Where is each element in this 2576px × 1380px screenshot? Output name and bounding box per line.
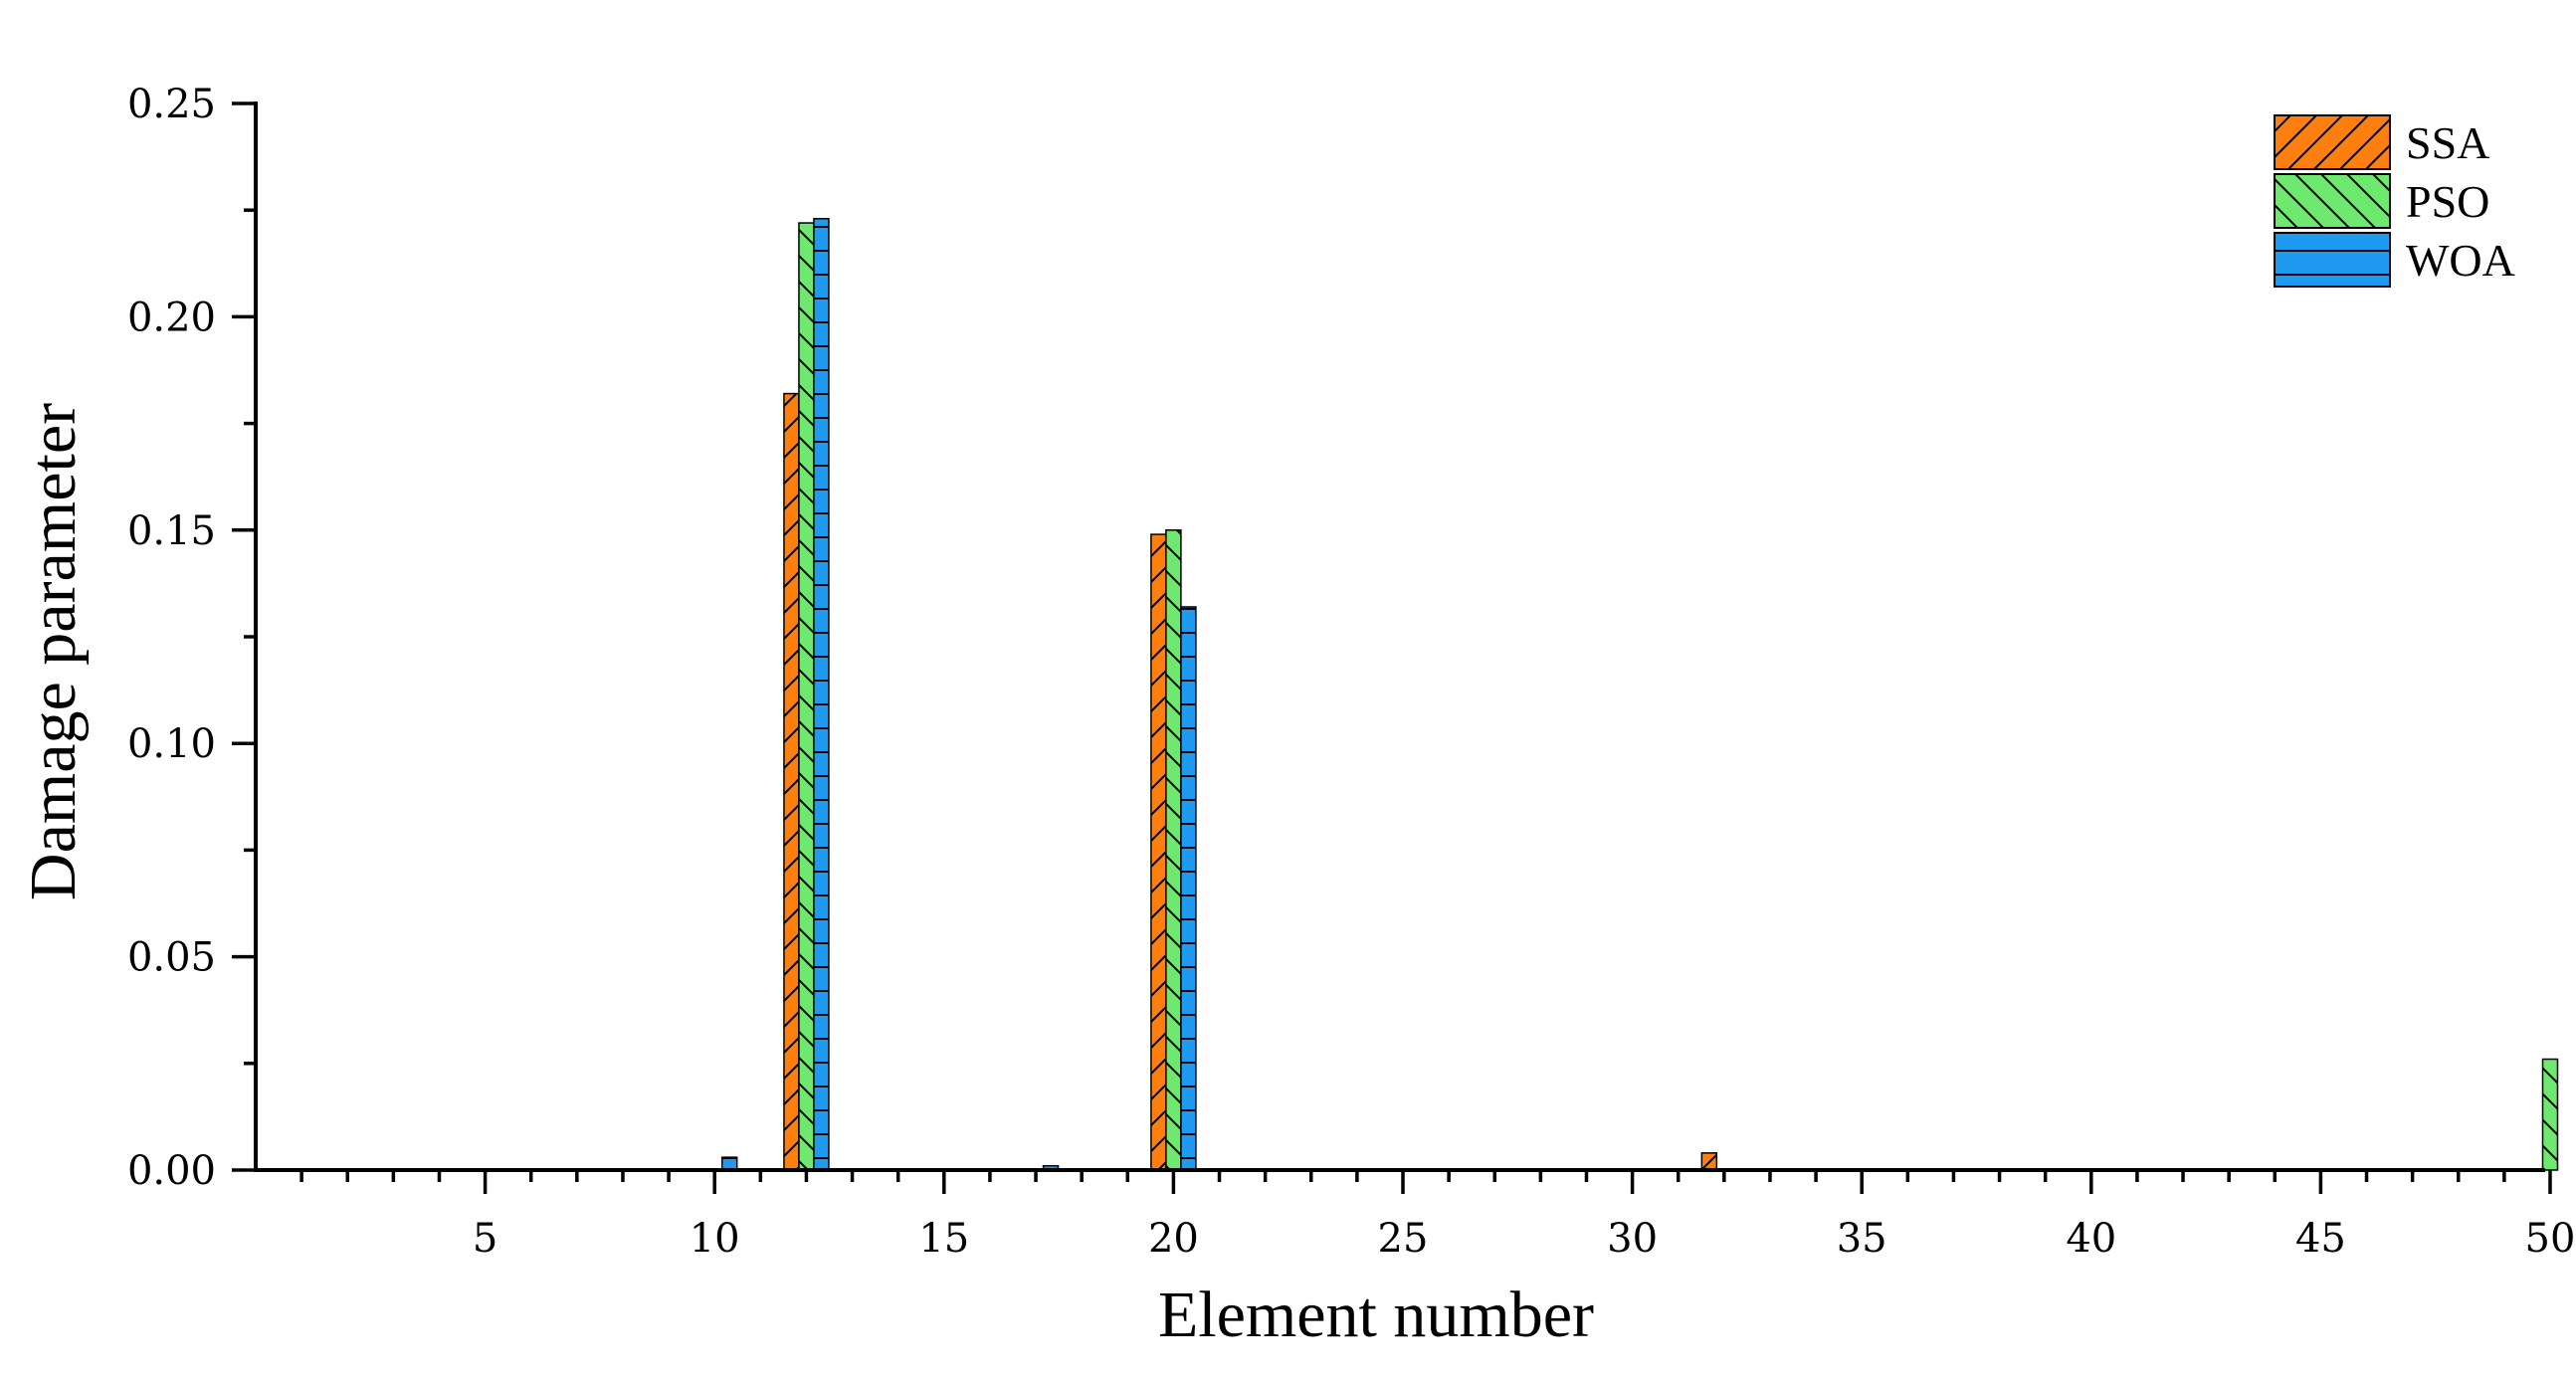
bar-hatch-woa-element-12 (813, 218, 829, 1170)
bar-hatch-woa-element-17 (1043, 1165, 1059, 1170)
x-tick-label: 45 (2295, 1216, 2346, 1262)
legend-label-ssa: SSA (2406, 117, 2489, 168)
legend-swatch-hatch-woa (2274, 232, 2391, 288)
legend-label-woa: WOA (2406, 235, 2515, 286)
legend: SSA PSO WOA (2274, 114, 2515, 288)
y-tick-label: 0.25 (127, 82, 216, 127)
x-tick-label: 35 (1837, 1216, 1887, 1262)
x-tick-label: 50 (2525, 1216, 2576, 1262)
bar-hatch-ssa-element-32 (1701, 1152, 1717, 1170)
bar-hatch-ssa-element-12 (783, 393, 799, 1171)
x-tick-label: 20 (1148, 1216, 1199, 1262)
x-tick-label: 40 (2066, 1216, 2116, 1262)
y-tick-label: 0.15 (127, 508, 216, 554)
x-tick-label: 5 (473, 1216, 497, 1262)
axes-layer (232, 101, 2552, 1194)
x-tick-label: 30 (1607, 1216, 1658, 1262)
y-tick-label: 0.20 (127, 295, 216, 340)
y-tick-label: 0.00 (127, 1148, 216, 1194)
bar-hatch-pso-element-12 (798, 223, 814, 1171)
x-tick-label: 15 (918, 1216, 969, 1262)
x-tick-label: 10 (690, 1216, 740, 1262)
legend-swatch-hatch-ssa (2274, 114, 2391, 170)
y-tick-label: 0.05 (127, 935, 216, 981)
legend-label-pso: PSO (2406, 176, 2489, 227)
y-tick-label: 0.10 (127, 721, 216, 767)
bar-hatch-woa-element-10 (721, 1157, 737, 1170)
bar-hatch-pso-element-50 (2542, 1059, 2558, 1170)
legend-swatch-hatch-pso (2274, 173, 2391, 229)
x-axis-title: Element number (1158, 1279, 1594, 1351)
y-axis-title: Damage parameter (17, 403, 90, 900)
bar-hatch-ssa-element-20 (1150, 534, 1166, 1170)
bar-hatch-pso-element-20 (1165, 529, 1181, 1170)
bars-layer (720, 218, 2559, 1171)
x-tick-label: 25 (1378, 1216, 1429, 1262)
bar-hatch-woa-element-20 (1180, 606, 1196, 1170)
labels-layer: 0.00 0.05 0.10 0.15 0.20 0.25 5 10 15 20 25 30 35 40 4… (127, 82, 2576, 1262)
